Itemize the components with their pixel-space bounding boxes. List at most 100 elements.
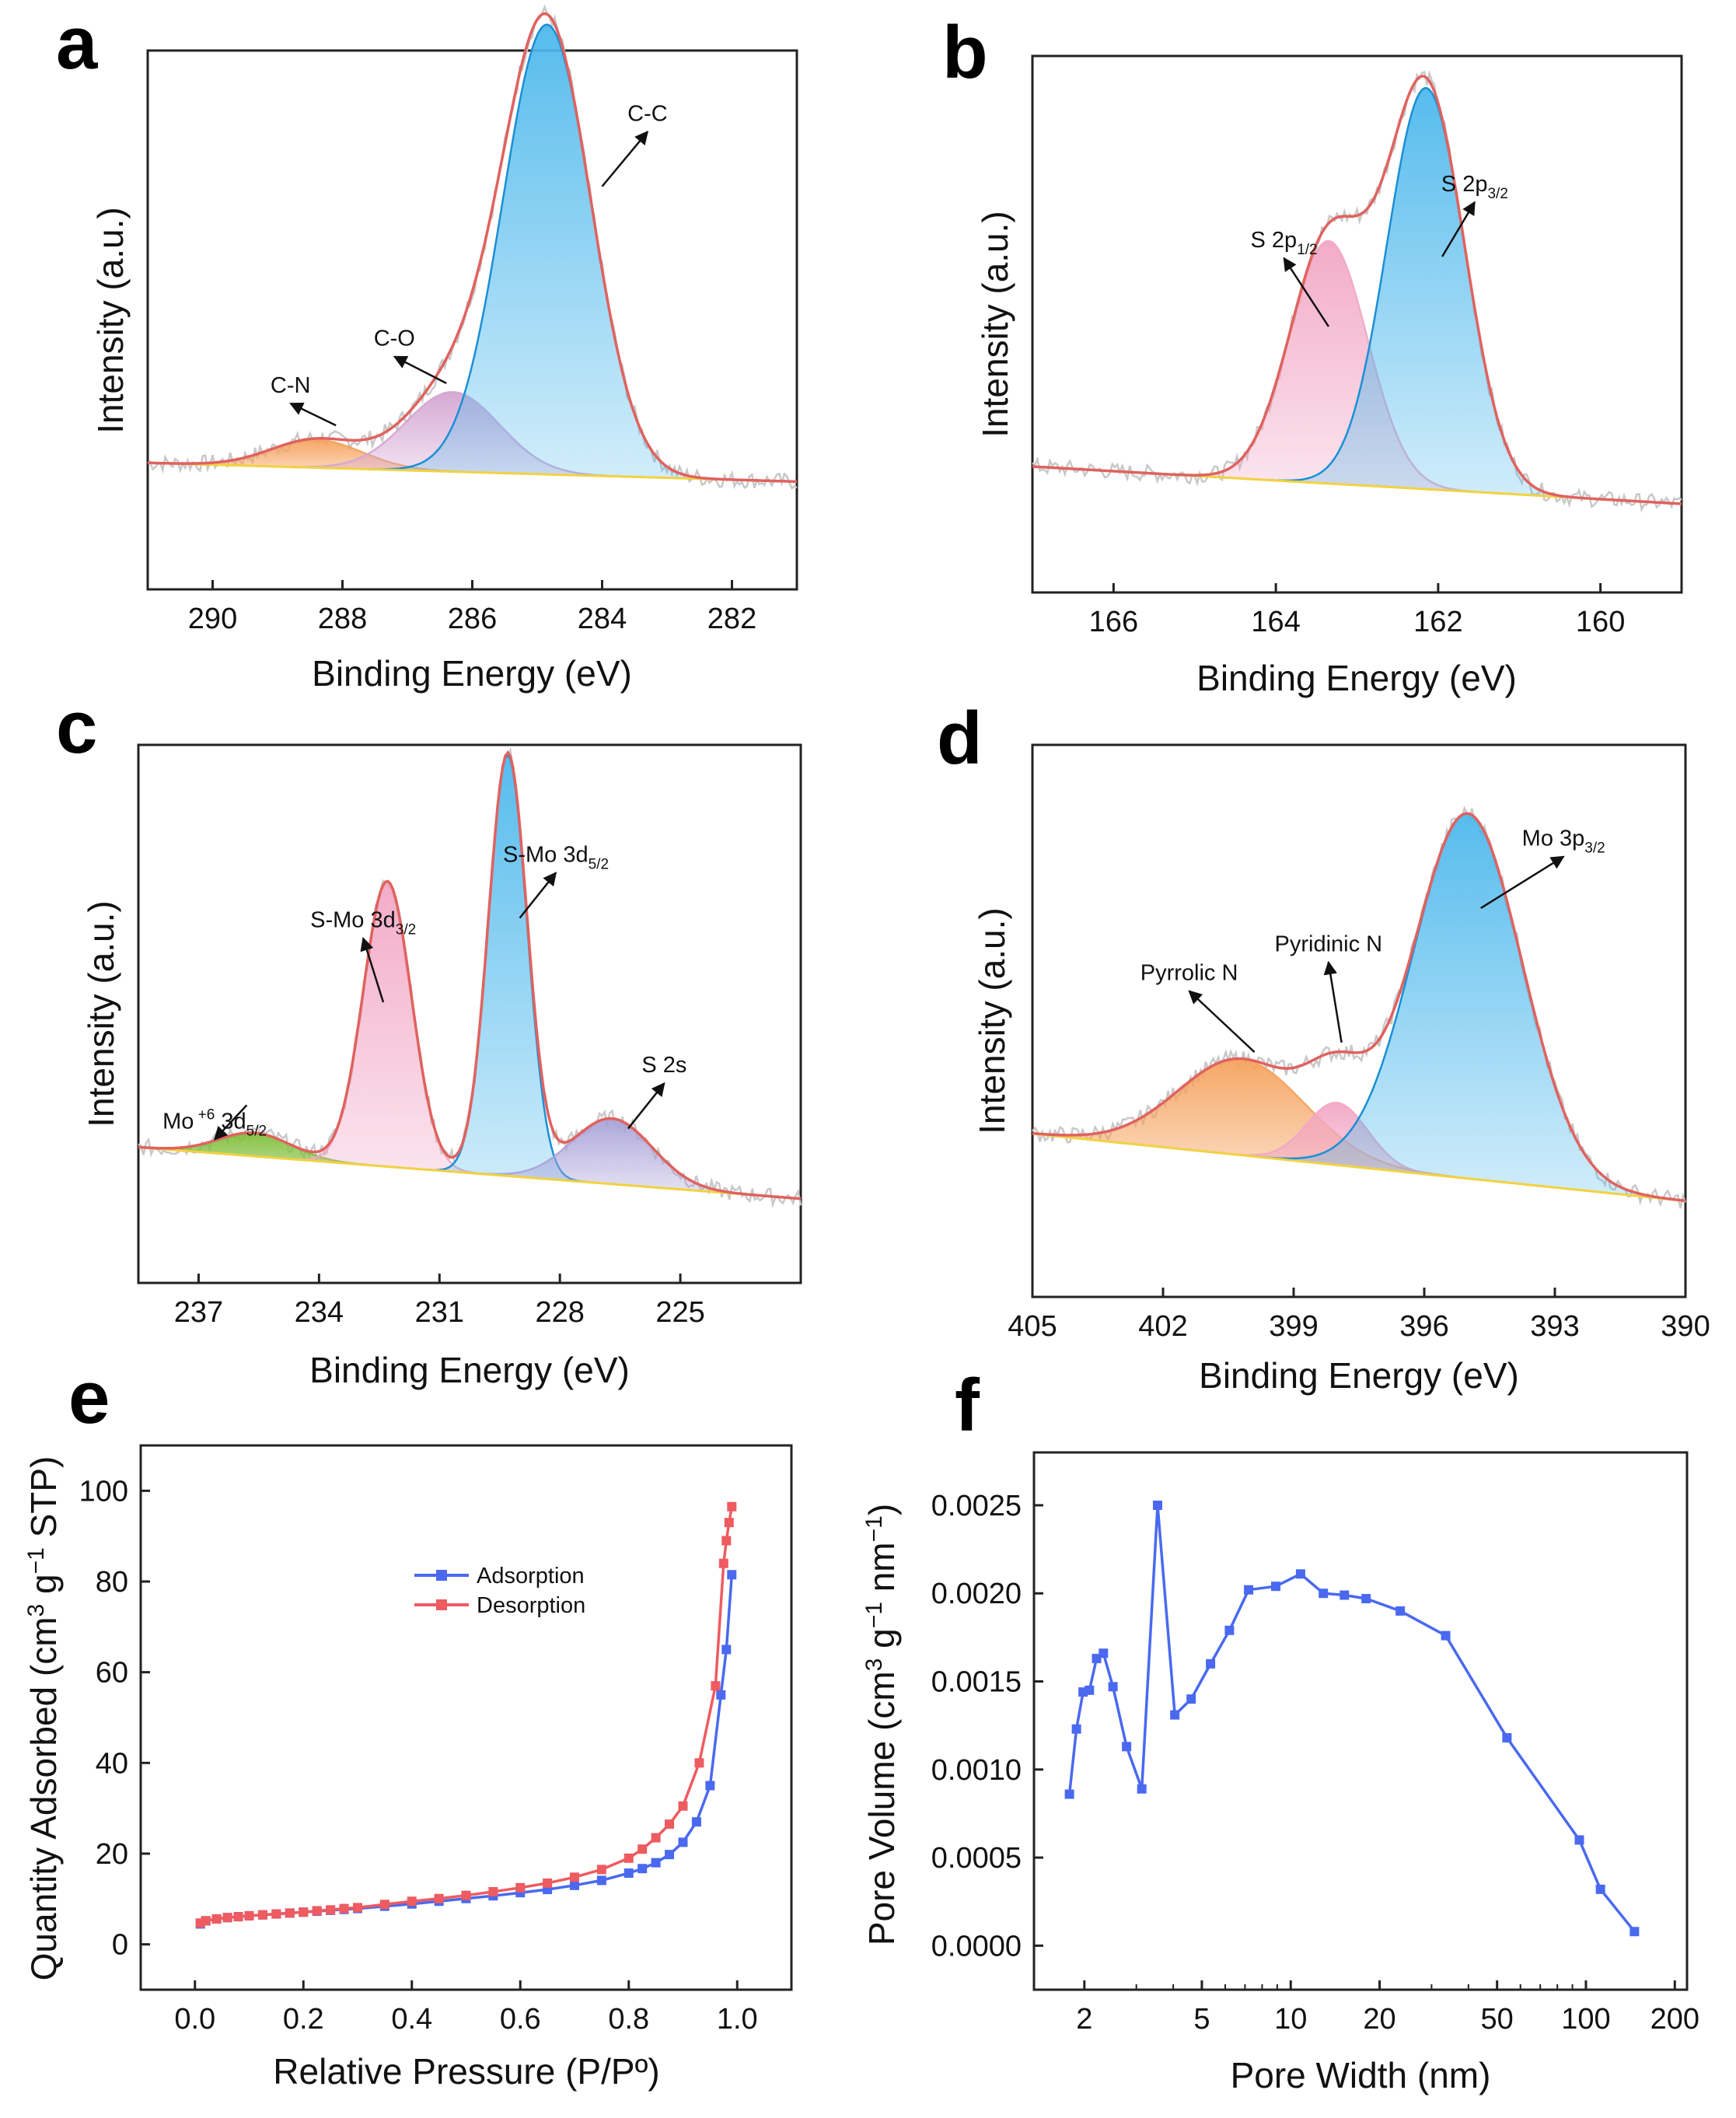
plot-frame-d [1031, 743, 1687, 1298]
data-point-desorption [543, 1878, 553, 1888]
data-point-desorption [195, 1918, 205, 1928]
data-point-desorption [596, 1865, 606, 1875]
x-tick-label-d: 399 [1269, 1310, 1318, 1343]
plot-area-d: 405 402 399 396 393 390 Pyrrolic N Pyridinic N M… [1008, 805, 1710, 1343]
series-line-adsorption [199, 1575, 734, 1925]
data-point-adsorption [651, 1858, 661, 1868]
y-axis-title-a: Intensity (a.u.) [90, 207, 131, 433]
x-tick-label-c: 231 [415, 1296, 464, 1329]
x-tick-label-e: 0.2 [283, 2003, 324, 2036]
peak-label-a-0: C-N [271, 373, 311, 398]
data-point-desorption [271, 1909, 281, 1919]
x-axis-title-d: Binding Energy (eV) [1199, 1355, 1519, 1396]
legend-label-adsorption: Adsorption [477, 1564, 585, 1588]
data-point-desorption [711, 1681, 721, 1691]
x-tick-label-f: 200 [1650, 2003, 1699, 2036]
peak-arrow-c-0 [213, 1104, 248, 1141]
data-point-desorption [299, 1907, 309, 1917]
peak-label-c-3: S 2s [641, 1053, 686, 1078]
x-tick-label-c: 228 [535, 1296, 584, 1329]
panel-label-d: d [937, 697, 983, 780]
panel-f: f 2 5 10 20 50 100 200 0.0000 0.0005 0.0010 0.0015… [861, 1364, 1699, 2095]
x-axis-title-b: Binding Energy (eV) [1196, 658, 1517, 698]
data-point-adsorption [727, 1570, 737, 1580]
data-point-pore-volume [1319, 1588, 1329, 1599]
component-fill-b-1 [1032, 88, 1682, 505]
x-tick-label-a: 286 [448, 603, 497, 635]
data-point-adsorption [716, 1690, 726, 1700]
data-point-desorption [694, 1758, 704, 1768]
data-point-adsorption [678, 1837, 688, 1847]
data-point-pore-volume [1108, 1682, 1118, 1692]
x-tick-label-a: 288 [318, 603, 367, 635]
data-point-desorption [339, 1903, 349, 1914]
peak-label-a-2: C-C [627, 101, 668, 126]
peak-label-d-0: Pyrrolic N [1140, 961, 1238, 986]
envelope-fit-c [138, 750, 802, 1201]
plot-area-e: 0.0 0.2 0.4 0.6 0.8 1.0 0 20 40 60 80 100 [79, 1475, 758, 2036]
peak-label-c-2: S-Mo 3d5/2 [503, 842, 609, 872]
y-tick-label-f: 0.0010 [931, 1754, 1022, 1787]
baseline-a [147, 461, 798, 483]
component-fill-d-0 [1032, 1059, 1685, 1201]
data-point-pore-volume [1137, 1784, 1147, 1794]
x-tick-label-b: 160 [1576, 606, 1625, 638]
y-tick-label-e: 0 [112, 1929, 128, 1962]
panel-c: c 237 234 231 228 225 Mo +6 3d5/2 S-Mo 3d3/2 S-… [56, 686, 802, 1390]
data-point-desorption [724, 1518, 734, 1528]
data-point-desorption [211, 1914, 222, 1924]
data-point-pore-volume [1085, 1685, 1095, 1695]
data-point-desorption [285, 1908, 295, 1918]
y-axis-title-f: Pore Volume (cm3 g−1 nm−1) [861, 1504, 902, 1945]
data-point-adsorption [691, 1817, 701, 1827]
data-point-desorption [353, 1903, 362, 1913]
x-tick-label-e: 0.0 [174, 2003, 215, 2036]
plot-frame-f [1032, 1451, 1689, 1991]
data-point-adsorption [705, 1781, 715, 1791]
data-point-pore-volume [1152, 1500, 1162, 1510]
data-point-pore-volume [1340, 1590, 1350, 1600]
plot-area-b: 166 164 162 160 S 2p1/2 S 2p3/2 [1032, 69, 1682, 638]
data-point-pore-volume [1224, 1625, 1235, 1635]
plot-frame-c [137, 743, 802, 1284]
component-fill-c-3 [138, 1118, 801, 1199]
data-point-desorption [727, 1501, 737, 1512]
plot-frame-b [1031, 54, 1683, 594]
data-point-pore-volume [1170, 1710, 1180, 1720]
data-point-desorption [515, 1882, 526, 1893]
x-tick-label-a: 282 [707, 603, 756, 635]
y-tick-label-e: 60 [96, 1657, 128, 1690]
peak-arrow-c-1 [360, 937, 385, 1003]
component-fill-a-0 [148, 439, 797, 482]
x-axis-title-a: Binding Energy (eV) [312, 653, 632, 694]
peak-arrow-a-2 [601, 131, 649, 187]
data-point-desorption [651, 1833, 661, 1843]
raw-data-d [1032, 805, 1687, 1209]
series-line-pore-volume [1067, 1505, 1636, 1933]
data-point-adsorption [596, 1875, 606, 1886]
data-point-desorption [222, 1913, 232, 1923]
peak-arrow-d-1 [1323, 960, 1343, 1043]
panel-label-f: f [955, 1364, 980, 1447]
envelope-fit-a [148, 12, 798, 484]
envelope-fit-b [1032, 75, 1682, 505]
y-tick-label-e: 20 [96, 1838, 128, 1871]
peak-arrow-c-3 [627, 1082, 665, 1130]
panel-e: e 0.0 0.2 0.4 0.6 0.8 1.0 0 20 40 60 80 100 Adsorpt… [23, 1356, 793, 2092]
x-tick-label-d: 390 [1661, 1310, 1710, 1343]
plot-area-f: 2 5 10 20 50 100 200 0.0000 0.0005 0.0010 0.0015 0.… [931, 1490, 1699, 2036]
data-point-adsorption [570, 1880, 579, 1890]
data-point-pore-volume [1629, 1927, 1640, 1937]
x-tick-label-f: 50 [1481, 2003, 1514, 2036]
legend-marker-adsorption [436, 1570, 447, 1581]
data-point-desorption [312, 1906, 322, 1916]
peak-arrow-d-0 [1188, 990, 1256, 1054]
x-tick-label-f: 10 [1274, 2003, 1307, 2036]
x-tick-label-f: 5 [1193, 2003, 1210, 2036]
y-tick-label-f: 0.0015 [931, 1666, 1022, 1699]
peak-arrow-b-0 [1283, 257, 1330, 327]
plot-area-a: 290 288 286 284 282 C-N C-O C-C [147, 4, 798, 635]
x-tick-label-d: 393 [1530, 1310, 1579, 1343]
peak-label-b-1: S 2p3/2 [1441, 172, 1508, 202]
plot-frame-a [146, 49, 798, 591]
